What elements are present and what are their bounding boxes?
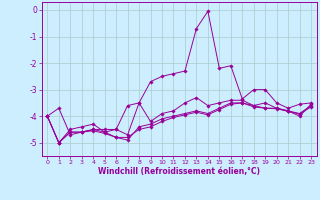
X-axis label: Windchill (Refroidissement éolien,°C): Windchill (Refroidissement éolien,°C) [98,167,260,176]
